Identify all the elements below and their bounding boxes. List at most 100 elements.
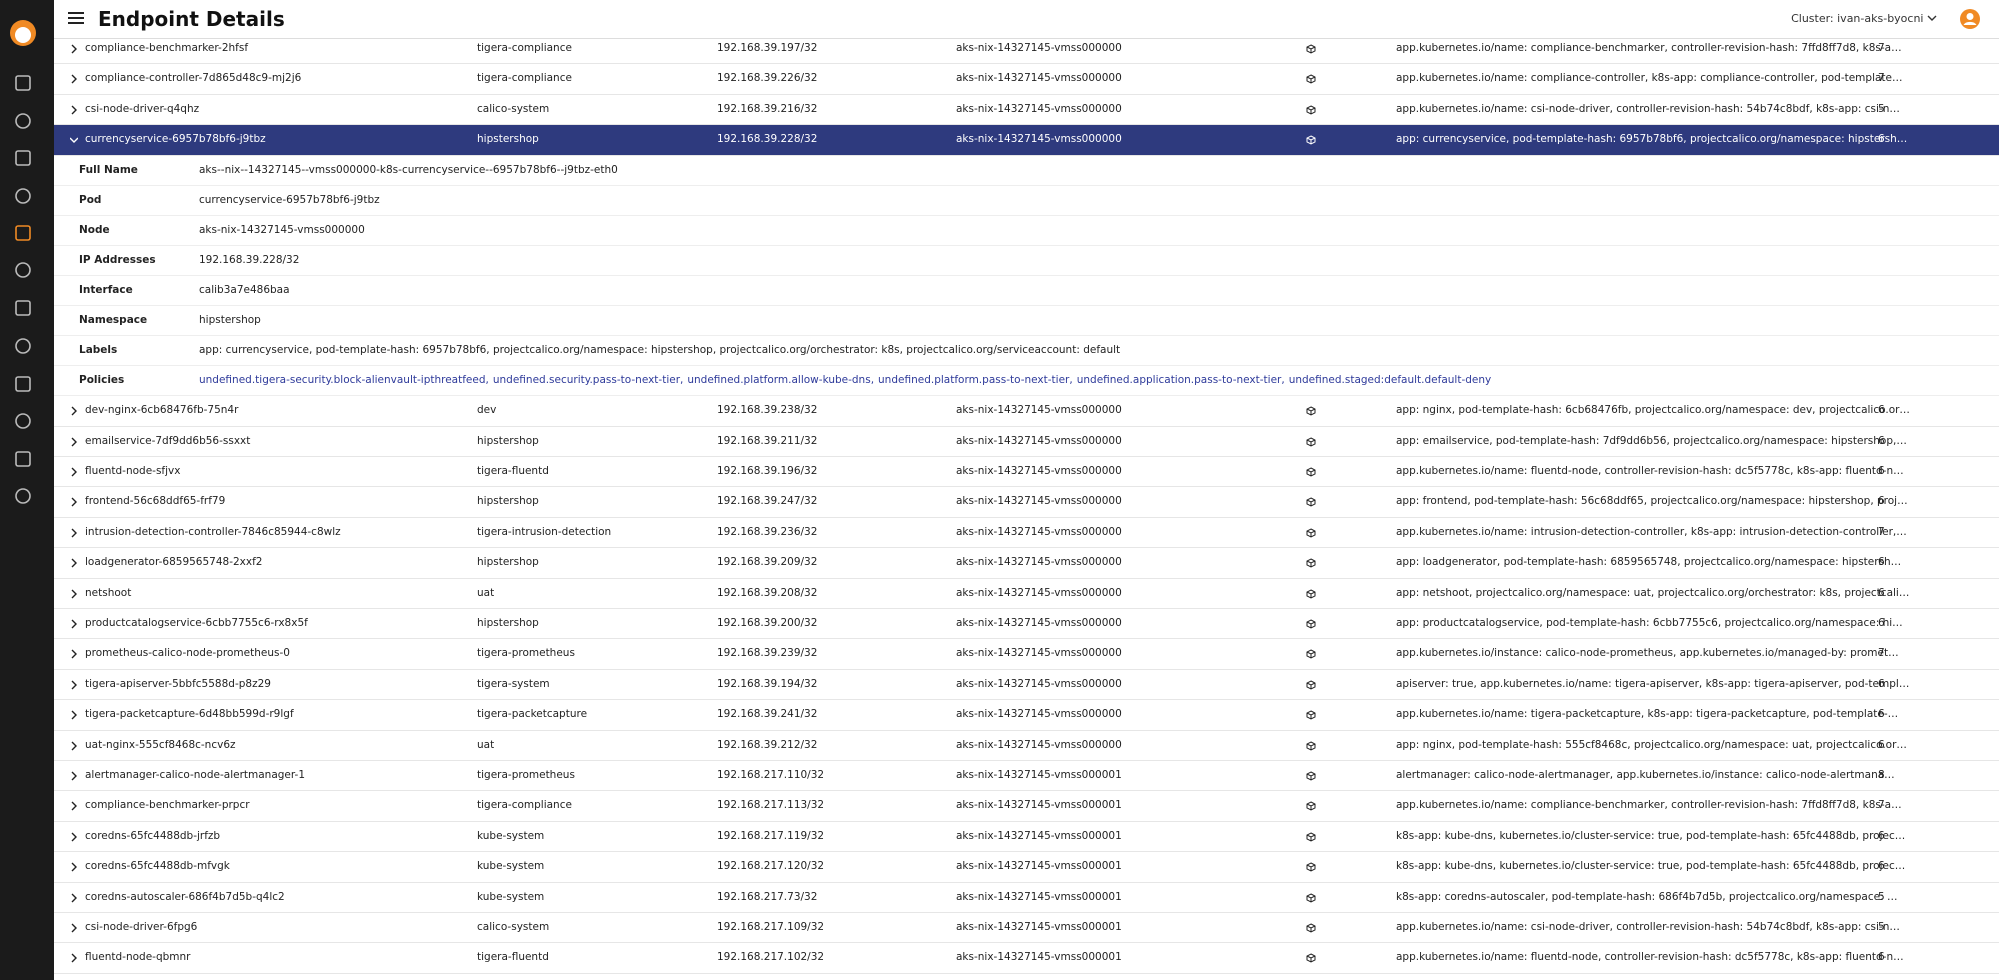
nav-icon[interactable] — [15, 225, 31, 241]
endpoint-row[interactable]: productcatalogservice-6cbb7755c6-rx8x5f h… — [54, 609, 1999, 640]
expand-icon[interactable] — [70, 893, 78, 903]
detail-value: app: currencyservice, pod-template-hash:… — [199, 344, 1121, 357]
policy-count: 6 — [1878, 586, 1885, 599]
expand-icon[interactable] — [70, 832, 78, 842]
endpoint-type-icon — [1306, 649, 1316, 659]
ip-address: 192.168.39.236/32 — [717, 525, 818, 538]
nav-icon[interactable] — [15, 338, 31, 354]
expand-icon[interactable] — [70, 74, 78, 84]
expand-icon[interactable] — [70, 105, 78, 115]
endpoint-row[interactable]: compliance-controller-7d865d48c9-mj2j6 ti… — [54, 64, 1999, 95]
expand-icon[interactable] — [70, 467, 78, 477]
labels: apiserver: true, app.kubernetes.io/name:… — [1396, 677, 1910, 690]
endpoint-row[interactable]: csi-node-driver-q4qhz calico-system 192.16… — [54, 95, 1999, 126]
policy-link[interactable]: undefined.platform.pass-to-next-tier — [878, 374, 1073, 386]
expand-icon[interactable] — [70, 558, 78, 568]
expand-icon[interactable] — [70, 589, 78, 599]
namespace: uat — [477, 738, 495, 751]
endpoint-row[interactable]: compliance-benchmarker-prpcr tigera-compl… — [54, 791, 1999, 822]
endpoint-type-icon — [1306, 497, 1316, 508]
expand-icon[interactable] — [70, 649, 78, 659]
endpoint-row[interactable]: alertmanager-calico-node-alertmanager-1 t… — [54, 761, 1999, 792]
endpoint-row[interactable]: currencyservice-6957b78bf6-j9tbz hipsters… — [54, 125, 1999, 156]
endpoint-row[interactable]: netshoot uat 192.168.39.208/32 aks-nix-1432… — [54, 579, 1999, 610]
endpoint-row[interactable]: intrusion-detection-controller-7846c8594… — [54, 518, 1999, 549]
expand-icon[interactable] — [70, 923, 78, 933]
menu-button[interactable] — [68, 11, 84, 25]
endpoint-row[interactable]: frontend-56c68ddf65-frf79 hipstershop 192.… — [54, 487, 1999, 518]
expand-icon[interactable] — [70, 497, 78, 507]
expand-icon[interactable] — [70, 862, 78, 872]
endpoint-row[interactable]: coredns-65fc4488db-mfvgk kube-system 192.1… — [54, 852, 1999, 883]
nav-icon[interactable] — [15, 75, 31, 91]
endpoint-row[interactable]: uat-nginx-555cf8468c-ncv6z uat 192.168.39.… — [54, 731, 1999, 761]
endpoint-row[interactable]: prometheus-calico-node-prometheus-0 tiger… — [54, 639, 1999, 670]
ip-address: 192.168.39.194/32 — [717, 677, 818, 690]
endpoint-row[interactable]: compliance-benchmarker-2hfsf tigera-compl… — [54, 34, 1999, 65]
endpoint-row[interactable]: fluentd-node-sfjvx tigera-fluentd 192.168.… — [54, 457, 1999, 488]
endpoint-row[interactable]: csi-node-driver-6fpg6 calico-system 192.16… — [54, 913, 1999, 944]
endpoint-row[interactable]: loadgenerator-6859565748-2xxf2 hipstersho… — [54, 548, 1999, 579]
nav-icon[interactable] — [15, 488, 31, 504]
endpoint-type-icon — [1306, 862, 1316, 872]
expand-icon[interactable] — [70, 801, 78, 811]
expand-icon[interactable] — [70, 437, 78, 447]
namespace: hipstershop — [477, 617, 539, 630]
nav-icon[interactable] — [15, 376, 31, 392]
expand-icon[interactable] — [70, 528, 78, 538]
expand-icon[interactable] — [70, 406, 78, 416]
labels: app: nginx, pod-template-hash: 6cb68476f… — [1396, 404, 1910, 417]
endpoint-row[interactable]: dev-nginx-6cb68476fb-75n4r dev 192.168.39.… — [54, 396, 1999, 427]
policy-count: 6 — [1878, 404, 1885, 417]
endpoint-row[interactable]: fluentd-node-qbmnr tigera-fluentd 192.168.… — [54, 943, 1999, 974]
endpoint-name: compliance-controller-7d865d48c9-mj2j6 — [85, 72, 302, 85]
nav-icon[interactable] — [15, 188, 31, 204]
expand-icon[interactable] — [70, 710, 78, 720]
dropdown-icon — [1927, 15, 1937, 21]
policy-link[interactable]: undefined.application.pass-to-next-tier — [1077, 374, 1285, 386]
endpoint-row[interactable]: tigera-packetcapture-6d48bb599d-r9lgf tig… — [54, 700, 1999, 731]
policy-count: 7 — [1878, 799, 1885, 812]
detail-row: IP Addresses 192.168.39.228/32 — [54, 246, 1999, 276]
endpoint-row[interactable]: coredns-autoscaler-686f4b7d5b-q4lc2 kube-… — [54, 883, 1999, 913]
endpoint-type-icon — [1306, 467, 1316, 477]
expand-icon[interactable] — [70, 135, 78, 145]
nav-icon[interactable] — [15, 300, 31, 316]
expand-icon[interactable] — [70, 680, 78, 690]
nav-icon[interactable] — [15, 413, 31, 429]
expand-icon[interactable] — [70, 953, 78, 963]
endpoint-row[interactable]: metrics-server-66f8c58556-jdzjf kube-syst… — [54, 974, 1999, 980]
cluster-label: Cluster: ivan-aks-byocni — [1791, 12, 1924, 25]
endpoint-type-icon — [1306, 589, 1316, 599]
nav-icon[interactable] — [15, 451, 31, 467]
policy-link[interactable]: undefined.security.pass-to-next-tier — [493, 374, 684, 386]
detail-row: Pod currencyservice-6957b78bf6-j9tbz — [54, 186, 1999, 216]
endpoint-type-icon — [1306, 105, 1316, 115]
expand-icon[interactable] — [70, 44, 78, 54]
expand-icon[interactable] — [70, 771, 78, 781]
labels: app.kubernetes.io/name: fluentd-node, co… — [1396, 465, 1904, 478]
ip-address: 192.168.39.208/32 — [717, 586, 818, 599]
cluster-selector[interactable]: Cluster: ivan-aks-byocni — [1791, 12, 1937, 25]
endpoint-type-icon — [1306, 135, 1316, 145]
nav-icon[interactable] — [15, 150, 31, 166]
endpoint-row[interactable]: coredns-65fc4488db-jrfzb kube-system 192.1… — [54, 822, 1999, 853]
policy-link[interactable]: undefined.staged:default.default-deny — [1288, 374, 1492, 387]
ip-address: 192.168.39.216/32 — [717, 102, 818, 115]
expand-icon[interactable] — [70, 741, 78, 751]
nav-icon[interactable] — [15, 262, 31, 278]
sidebar — [0, 0, 54, 980]
user-avatar[interactable] — [1959, 8, 1981, 30]
endpoint-name: productcatalogservice-6cbb7755c6-rx8x5f — [85, 617, 308, 630]
ip-address: 192.168.217.110/32 — [717, 769, 825, 781]
detail-key: Namespace — [79, 314, 148, 327]
endpoint-row[interactable]: emailservice-7df9dd6b56-ssxxt hipstershop… — [54, 427, 1999, 458]
labels: app.kubernetes.io/name: intrusion-detect… — [1396, 525, 1907, 538]
expand-icon[interactable] — [70, 619, 78, 629]
nav-icon[interactable] — [15, 113, 31, 129]
policy-link[interactable]: undefined.platform.allow-kube-dns — [687, 374, 874, 386]
node: aks-nix-14327145-vmss000001 — [956, 920, 1122, 933]
endpoint-row[interactable]: tigera-apiserver-5bbfc5588d-p8z29 tigera-… — [54, 670, 1999, 701]
policy-link[interactable]: undefined.tigera-security.block-alienvau… — [199, 374, 489, 386]
